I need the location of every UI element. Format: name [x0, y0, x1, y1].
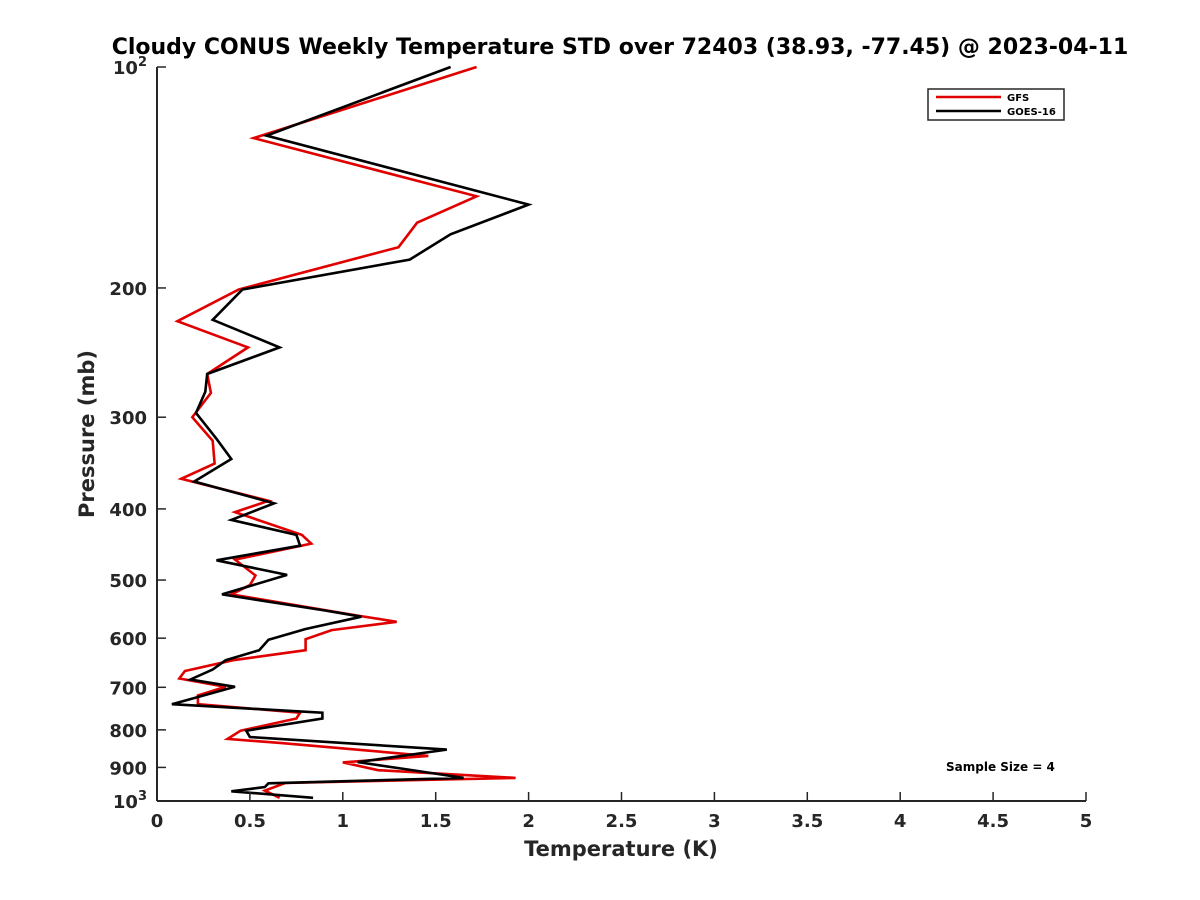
- y-ticks: 102 200 300 400 500 600 700 800 900 103: [109, 55, 166, 813]
- x-tick-label: 5: [1080, 811, 1093, 832]
- series-layer: [171, 65, 533, 800]
- x-tick-label: 3: [708, 811, 721, 832]
- y-tick-label: 500: [109, 571, 147, 592]
- x-axis-label: Temperature (K): [524, 837, 718, 861]
- y-tick-label: 600: [109, 629, 147, 650]
- x-ticks: 0 0.5 1 1.5 2 2.5 3 3.5 4 4.5 5: [151, 792, 1093, 832]
- x-tick-label: 0: [151, 811, 164, 832]
- series-line-goes16: [171, 65, 533, 800]
- y-tick-label: 200: [109, 279, 147, 300]
- x-tick-label: 4: [894, 811, 907, 832]
- y-tick-label: 103: [113, 789, 147, 813]
- x-tick-label: 4.5: [977, 811, 1009, 832]
- legend-label-goes16: GOES-16: [1007, 107, 1056, 118]
- sample-size-annotation: Sample Size = 4: [946, 760, 1055, 774]
- y-tick-label: 102: [113, 55, 147, 79]
- x-tick-label: 2.5: [606, 811, 638, 832]
- x-tick-label: 0.5: [234, 811, 266, 832]
- y-tick-label: 300: [109, 408, 147, 429]
- x-tick-label: 2: [522, 811, 535, 832]
- y-axis-label: Pressure (mb): [75, 350, 99, 518]
- legend-box: [927, 88, 1065, 121]
- x-tick-label: 1: [337, 811, 350, 832]
- legend-label-gfs: GFS: [1007, 93, 1029, 104]
- y-tick-label: 900: [109, 758, 147, 779]
- x-tick-label: 3.5: [791, 811, 823, 832]
- x-tick-label: 1.5: [420, 811, 452, 832]
- y-tick-label: 800: [109, 721, 147, 742]
- chart-title: Cloudy CONUS Weekly Temperature STD over…: [112, 35, 1129, 60]
- legend: GFS GOES-16: [927, 88, 1065, 121]
- y-tick-label: 700: [109, 678, 147, 699]
- y-tick-label: 400: [109, 500, 147, 521]
